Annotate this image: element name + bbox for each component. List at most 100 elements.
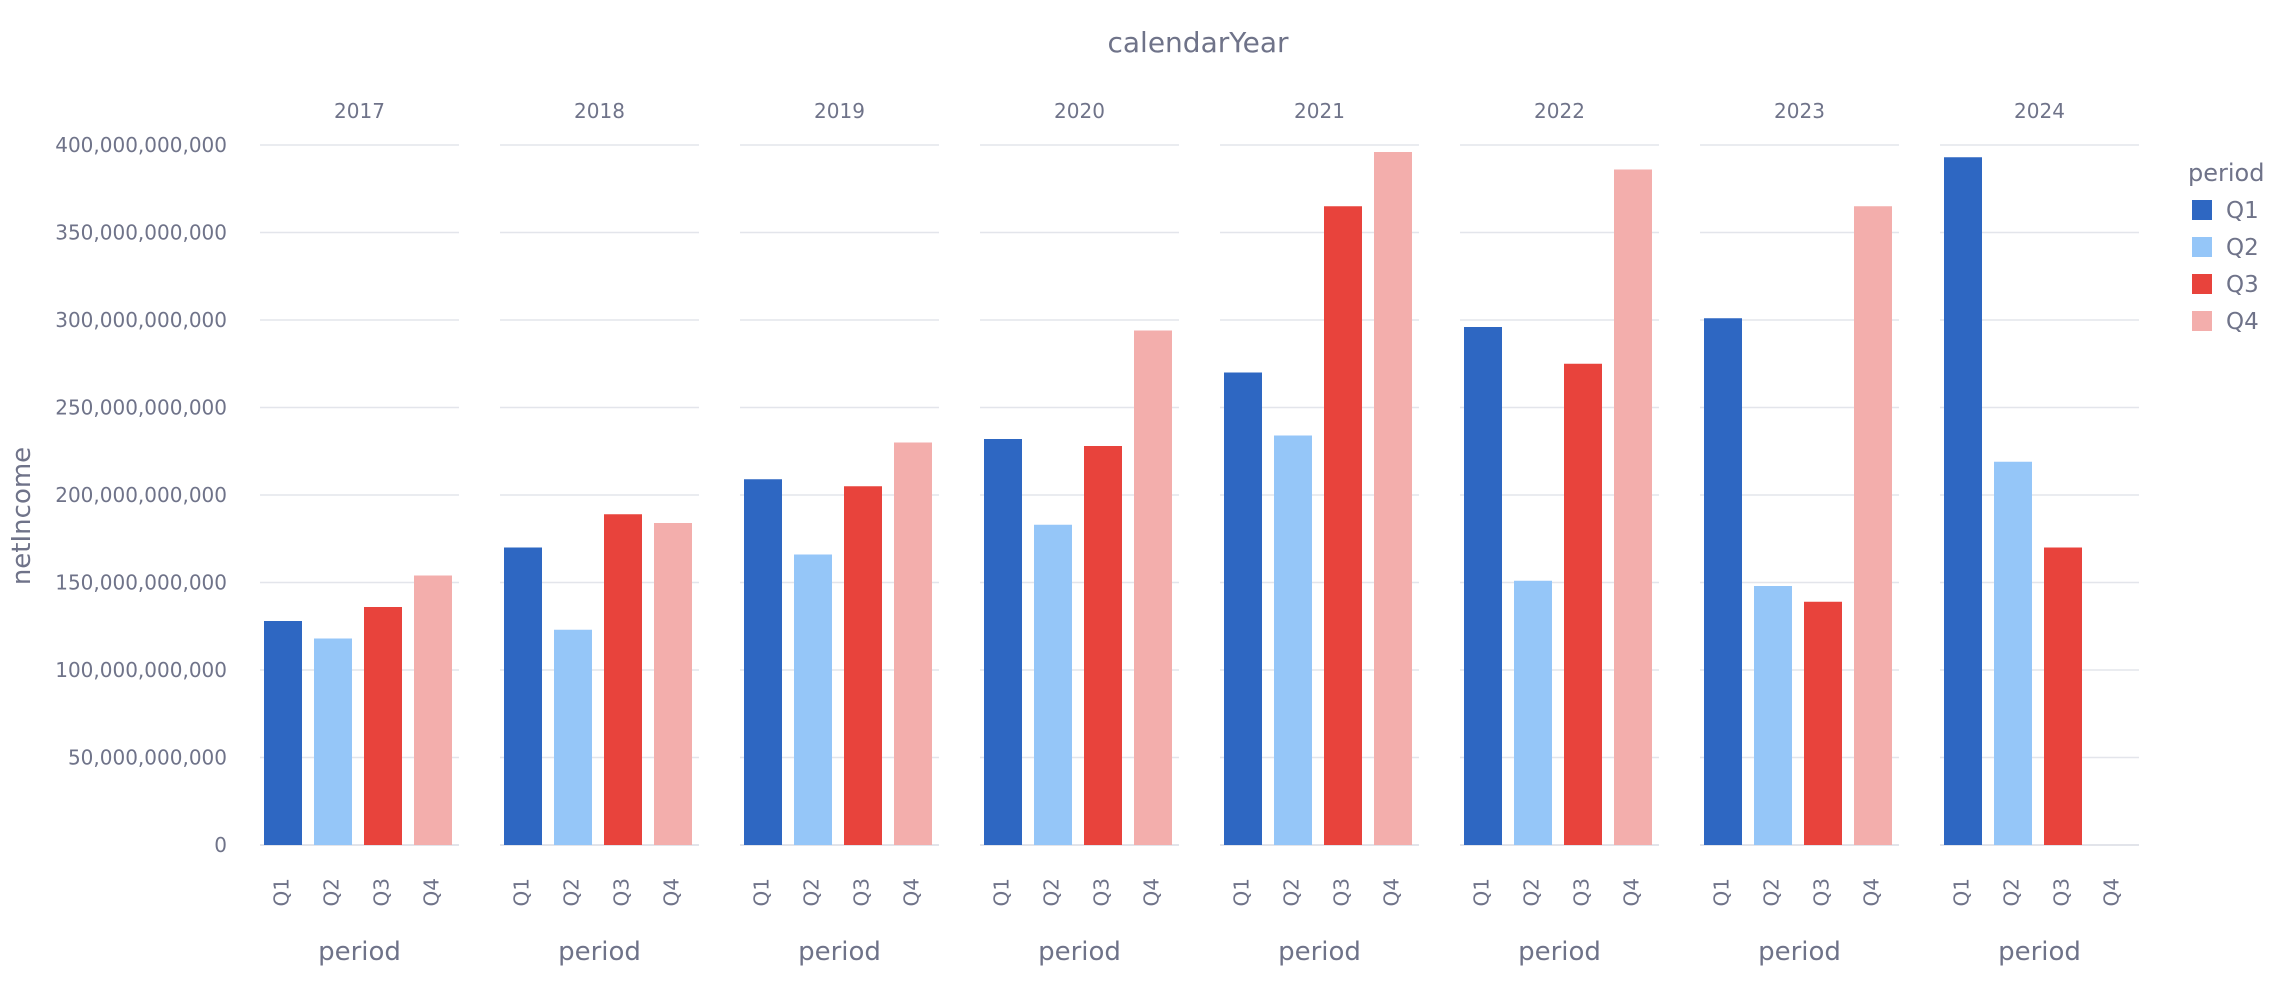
bar-2021-q4 bbox=[1374, 152, 1412, 845]
x-tick-label-2024-q2: Q2 bbox=[2000, 878, 2024, 906]
x-tick-label-2020-q3: Q3 bbox=[1090, 878, 1114, 906]
bar-2018-q1 bbox=[504, 547, 542, 845]
x-axis-title-2018: period bbox=[558, 937, 641, 967]
x-tick-label-2019-q3: Q3 bbox=[850, 878, 874, 906]
legend-label-q2: Q2 bbox=[2226, 235, 2259, 261]
facet-title-2017: 2017 bbox=[334, 99, 385, 123]
bar-2021-q2 bbox=[1274, 435, 1312, 845]
bar-2023-q3 bbox=[1804, 601, 1842, 845]
x-axis-title-2023: period bbox=[1758, 937, 1841, 967]
bar-2021-q1 bbox=[1224, 372, 1262, 845]
bar-2018-q2 bbox=[554, 629, 592, 845]
legend-swatch-q1 bbox=[2192, 200, 2212, 220]
label-layer: calendarYear netIncome 2017 Q1 Q2 Q3 Q4 period 2… bbox=[7, 26, 2124, 967]
x-axis-title-2022: period bbox=[1518, 937, 1601, 967]
bar-2022-q2 bbox=[1514, 580, 1552, 845]
x-tick-label-2021-q2: Q2 bbox=[1280, 878, 1304, 906]
bar-2021-q3 bbox=[1324, 206, 1362, 845]
x-tick-label-2024-q3: Q3 bbox=[2050, 878, 2074, 906]
x-tick-label-2018-q3: Q3 bbox=[610, 878, 634, 906]
facet-title-2018: 2018 bbox=[574, 99, 625, 123]
x-tick-label-2020-q2: Q2 bbox=[1040, 878, 1064, 906]
legend-swatch-q2 bbox=[2192, 237, 2212, 257]
x-tick-label-2022-q1: Q1 bbox=[1470, 878, 1494, 906]
x-tick-label-2019-q1: Q1 bbox=[750, 878, 774, 906]
x-tick-label-2018-q2: Q2 bbox=[560, 878, 584, 906]
bar-2020-q3 bbox=[1084, 446, 1122, 845]
bar-2022-q4 bbox=[1614, 169, 1652, 845]
x-tick-label-2022-q2: Q2 bbox=[1520, 878, 1544, 906]
legend-title: period bbox=[2188, 159, 2264, 187]
bar-2024-q3 bbox=[2044, 547, 2082, 845]
x-axis-title-2020: period bbox=[1038, 937, 1121, 967]
facet-title-2024: 2024 bbox=[2014, 99, 2065, 123]
legend-label-q1: Q1 bbox=[2226, 198, 2259, 224]
x-axis-title-2017: period bbox=[318, 937, 401, 967]
x-axis-title-2024: period bbox=[1998, 937, 2081, 967]
bar-2020-q2 bbox=[1034, 524, 1072, 845]
y-tick-label: 50,000,000,000 bbox=[68, 746, 227, 770]
bar-2019-q1 bbox=[744, 479, 782, 845]
x-tick-label-2023-q3: Q3 bbox=[1810, 878, 1834, 906]
y-tick-label: 300,000,000,000 bbox=[55, 308, 227, 332]
facet-title-2020: 2020 bbox=[1054, 99, 1105, 123]
x-axis-title-2021: period bbox=[1278, 937, 1361, 967]
x-tick-label-2017-q2: Q2 bbox=[320, 878, 344, 906]
bar-layer bbox=[264, 152, 2082, 845]
bar-2019-q3 bbox=[844, 486, 882, 845]
x-tick-label-2023-q4: Q4 bbox=[1860, 878, 1884, 906]
x-tick-label-2024-q1: Q1 bbox=[1950, 878, 1974, 906]
y-tick-label: 200,000,000,000 bbox=[55, 483, 227, 507]
bar-2017-q4 bbox=[414, 575, 452, 845]
bar-2019-q4 bbox=[894, 442, 932, 845]
y-tick-label: 350,000,000,000 bbox=[55, 221, 227, 245]
y-tick-label: 100,000,000,000 bbox=[55, 658, 227, 682]
legend: period Q1 Q2 Q3 Q4 bbox=[2188, 159, 2264, 335]
bar-2023-q4 bbox=[1854, 206, 1892, 845]
x-tick-label-2023-q1: Q1 bbox=[1710, 878, 1734, 906]
x-tick-label-2021-q3: Q3 bbox=[1330, 878, 1354, 906]
bar-2017-q2 bbox=[314, 638, 352, 845]
facet-title-2022: 2022 bbox=[1534, 99, 1585, 123]
bar-2024-q1 bbox=[1944, 157, 1982, 845]
y-tick-label: 250,000,000,000 bbox=[55, 396, 227, 420]
legend-label-q4: Q4 bbox=[2226, 309, 2259, 335]
legend-swatch-q3 bbox=[2192, 274, 2212, 294]
x-tick-label-2020-q1: Q1 bbox=[990, 878, 1014, 906]
chart-title: calendarYear bbox=[1107, 26, 1289, 59]
x-tick-label-2021-q1: Q1 bbox=[1230, 878, 1254, 906]
x-tick-label-2017-q3: Q3 bbox=[370, 878, 394, 906]
bar-2019-q2 bbox=[794, 554, 832, 845]
facet-title-2021: 2021 bbox=[1294, 99, 1345, 123]
x-tick-label-2019-q2: Q2 bbox=[800, 878, 824, 906]
x-tick-label-2022-q4: Q4 bbox=[1620, 878, 1644, 906]
x-tick-label-2023-q2: Q2 bbox=[1760, 878, 1784, 906]
bar-2017-q3 bbox=[364, 607, 402, 845]
y-tick-label: 0 bbox=[214, 833, 227, 857]
x-tick-label-2019-q4: Q4 bbox=[900, 878, 924, 906]
y-axis-title: netIncome bbox=[7, 447, 37, 585]
bar-2024-q2 bbox=[1994, 461, 2032, 845]
legend-label-q3: Q3 bbox=[2226, 272, 2259, 298]
x-axis-title-2019: period bbox=[798, 937, 881, 967]
axis-layer: 0 50,000,000,000 100,000,000,000 150,000,00… bbox=[55, 133, 227, 857]
bar-2023-q2 bbox=[1754, 586, 1792, 845]
x-tick-label-2018-q4: Q4 bbox=[660, 878, 684, 906]
y-tick-label: 150,000,000,000 bbox=[55, 571, 227, 595]
facet-title-2019: 2019 bbox=[814, 99, 865, 123]
y-tick-label: 400,000,000,000 bbox=[55, 133, 227, 157]
bar-2020-q1 bbox=[984, 439, 1022, 845]
x-tick-label-2018-q1: Q1 bbox=[510, 878, 534, 906]
facet-title-2023: 2023 bbox=[1774, 99, 1825, 123]
x-tick-label-2017-q4: Q4 bbox=[420, 878, 444, 906]
legend-swatch-q4 bbox=[2192, 311, 2212, 331]
bar-2018-q3 bbox=[604, 514, 642, 845]
x-tick-label-2024-q4: Q4 bbox=[2100, 878, 2124, 906]
x-tick-label-2021-q4: Q4 bbox=[1380, 878, 1404, 906]
x-tick-label-2022-q3: Q3 bbox=[1570, 878, 1594, 906]
bar-2022-q3 bbox=[1564, 363, 1602, 845]
bar-2018-q4 bbox=[654, 523, 692, 845]
bar-2022-q1 bbox=[1464, 327, 1502, 845]
